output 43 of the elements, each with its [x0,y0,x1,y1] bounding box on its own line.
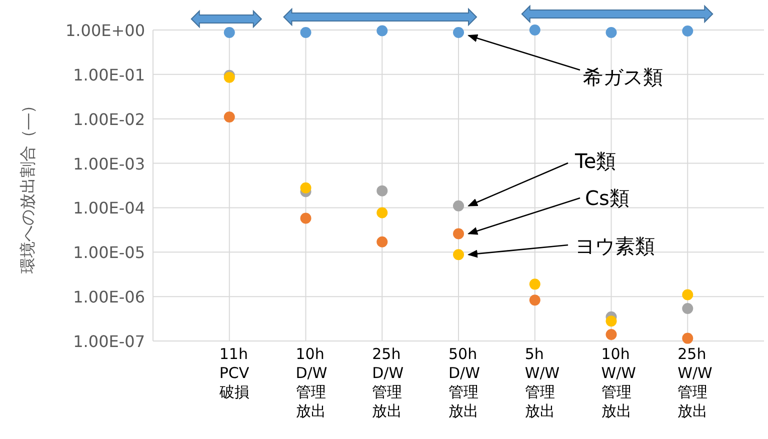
point [529,278,540,290]
point [224,112,235,123]
point [300,212,312,224]
y-tick-label: 1.00E-03 [73,154,145,174]
y-tick-label: 1.00E-05 [73,243,145,262]
point [453,200,464,212]
x-tick-label: 25h W/W 管理放出 [678,345,713,420]
x-tick-label: 50h D/W 管理放出 [448,345,480,420]
x-tick-label: 25h D/W 管理放出 [372,345,404,420]
point [376,236,388,248]
x-tick-label: 10h D/W 管理放出 [296,345,328,420]
point [606,329,617,340]
point [376,207,388,218]
point [376,185,388,196]
text: Cs類 [585,186,630,210]
point [682,289,694,300]
x-tick-label: 11h PCV 破損 [218,345,250,401]
point [453,26,464,38]
y-tick-label: 1.00E-06 [73,288,145,307]
text: Te類 [574,149,616,173]
point [682,302,694,314]
point [300,182,312,194]
x-tick-label: 5h W/W 管理放出 [524,345,560,420]
y-tick-label: 1.00E-02 [73,110,145,129]
point [224,26,235,38]
point [682,332,694,344]
point [453,249,464,260]
y-tick-label: 1.00E-04 [73,198,145,218]
point [529,24,540,36]
text: ヨウ素類 [575,234,655,258]
point [300,26,312,38]
point [682,25,694,36]
point [606,26,617,38]
point [453,228,464,240]
x-tick-label: 10h W/W 管理放出 [601,345,636,420]
y-tick-label: 1.00E+00 [66,21,145,40]
point [376,25,388,36]
point [606,316,617,327]
y-tick-label: 1.00E-01 [73,65,145,84]
series-label: 希ガス類 [583,65,663,89]
point [529,294,540,306]
y-axis-title: 環境への放出割合（―） [18,98,37,274]
y-tick-label: 1.00E-07 [73,332,145,351]
